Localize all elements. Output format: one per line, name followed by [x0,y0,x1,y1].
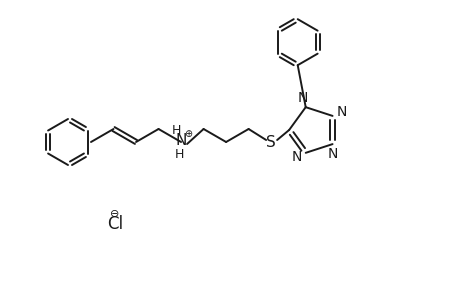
Text: S: S [266,134,275,149]
Text: N: N [327,147,337,161]
Text: N: N [336,105,346,119]
Text: H: H [174,148,183,160]
Text: N: N [175,133,186,148]
Text: N: N [291,150,301,164]
Text: N: N [297,91,307,105]
Text: ⊖: ⊖ [110,209,119,219]
Text: H: H [171,124,180,136]
Text: ⊕: ⊕ [184,129,192,139]
Text: Cl: Cl [106,215,123,233]
